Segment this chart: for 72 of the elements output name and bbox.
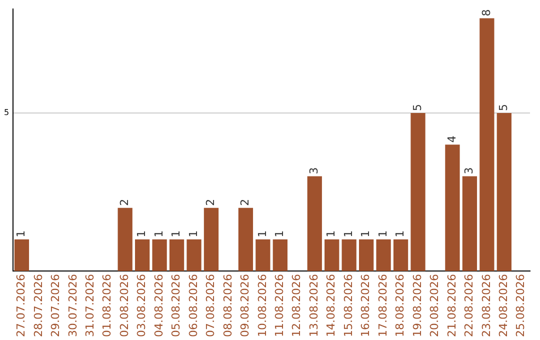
bar bbox=[342, 239, 356, 272]
x-tick-label: 02.08.2026 bbox=[118, 274, 131, 338]
bar bbox=[238, 208, 254, 272]
data-label: 1 bbox=[14, 230, 28, 238]
bar bbox=[118, 208, 132, 272]
x-tick-label: 29.07.2026 bbox=[49, 274, 62, 338]
x-tick-label: 22.08.2026 bbox=[462, 274, 476, 338]
bar bbox=[134, 239, 150, 272]
data-label: 1 bbox=[170, 230, 183, 238]
x-tick-label: 21.08.2026 bbox=[445, 274, 458, 338]
bar bbox=[256, 239, 270, 272]
data-label: 2 bbox=[204, 198, 218, 206]
x-tick-label: 06.08.2026 bbox=[186, 274, 200, 338]
x-tick-label: 17.08.2026 bbox=[376, 274, 390, 338]
x-tick-label: 09.08.2026 bbox=[238, 274, 252, 338]
bar bbox=[410, 113, 426, 272]
bar bbox=[186, 239, 202, 272]
x-tick-label: 25.08.2026 bbox=[514, 274, 528, 338]
data-label: 5 bbox=[497, 104, 510, 112]
x-tick-label: 27.07.2026 bbox=[14, 274, 28, 338]
x-tick-label: 01.08.2026 bbox=[100, 274, 114, 338]
x-tick-label: 03.08.2026 bbox=[135, 274, 148, 338]
data-label: 1 bbox=[324, 230, 338, 238]
bar bbox=[376, 239, 391, 272]
x-tick-label: 12.08.2026 bbox=[290, 274, 304, 338]
bar bbox=[324, 239, 340, 272]
data-label: 1 bbox=[273, 230, 286, 238]
data-label: 1 bbox=[359, 230, 372, 238]
x-tick-label: 18.08.2026 bbox=[394, 274, 407, 338]
bar bbox=[496, 113, 512, 272]
data-label: 3 bbox=[462, 167, 476, 174]
data-label: 2 bbox=[238, 198, 252, 206]
x-tick-label: 13.08.2026 bbox=[307, 274, 320, 338]
x-tick-label: 07.08.2026 bbox=[204, 274, 218, 338]
bar bbox=[393, 239, 408, 272]
x-tick-label: 19.08.2026 bbox=[410, 274, 424, 338]
bar bbox=[152, 239, 167, 272]
bar bbox=[14, 239, 30, 272]
data-label: 4 bbox=[445, 136, 458, 143]
x-tick-label: 24.08.2026 bbox=[497, 274, 510, 338]
bar bbox=[204, 208, 219, 272]
x-tick-label: 28.07.2026 bbox=[32, 274, 45, 338]
bar bbox=[272, 239, 288, 272]
x-tick-label: 30.07.2026 bbox=[66, 274, 80, 338]
x-tick-label: 08.08.2026 bbox=[221, 274, 234, 338]
bar bbox=[358, 239, 374, 272]
x-tick-label: 05.08.2026 bbox=[170, 274, 183, 338]
x-tick-label: 11.08.2026 bbox=[273, 274, 286, 338]
data-label: 5 bbox=[410, 104, 424, 112]
x-tick-label: 20.08.2026 bbox=[428, 274, 442, 338]
bar bbox=[169, 239, 184, 272]
x-tick-label: 15.08.2026 bbox=[342, 274, 355, 338]
data-label: 1 bbox=[342, 230, 355, 238]
data-label: 1 bbox=[394, 230, 407, 238]
x-tick-label: 10.08.2026 bbox=[256, 274, 269, 338]
data-label: 2 bbox=[118, 198, 131, 206]
data-label: 8 bbox=[480, 9, 493, 16]
data-label: 1 bbox=[376, 230, 390, 238]
bar bbox=[480, 18, 494, 272]
x-tick-label: 23.08.2026 bbox=[480, 274, 493, 338]
x-tick-label: 31.07.2026 bbox=[83, 274, 96, 338]
x-tick-label: 04.08.2026 bbox=[152, 274, 166, 338]
data-label: 1 bbox=[135, 230, 148, 238]
data-label: 1 bbox=[152, 230, 166, 238]
data-label: 1 bbox=[256, 230, 269, 238]
data-label: 3 bbox=[307, 167, 320, 174]
bar bbox=[307, 176, 322, 272]
x-tick-label: 16.08.2026 bbox=[359, 274, 372, 338]
bar bbox=[462, 176, 478, 272]
bar bbox=[445, 144, 460, 272]
x-tick-label: 14.08.2026 bbox=[324, 274, 338, 338]
data-label: 1 bbox=[186, 230, 200, 238]
